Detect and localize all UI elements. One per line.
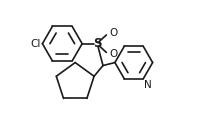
Text: N: N	[144, 80, 152, 90]
Text: Cl: Cl	[30, 39, 41, 49]
Text: O: O	[109, 49, 117, 59]
Text: O: O	[109, 28, 117, 38]
Text: S: S	[93, 37, 101, 50]
